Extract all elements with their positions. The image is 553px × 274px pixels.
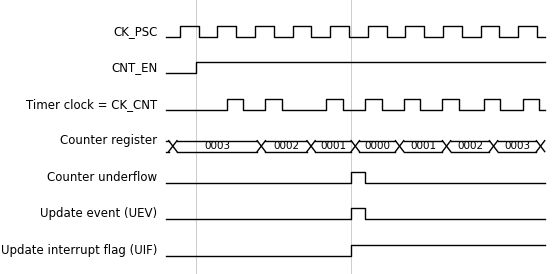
Text: Update event (UEV): Update event (UEV): [40, 207, 158, 220]
Text: Timer clock = CK_CNT: Timer clock = CK_CNT: [27, 98, 158, 111]
Text: 0002: 0002: [273, 141, 299, 151]
Text: CNT_EN: CNT_EN: [111, 61, 158, 74]
Text: 0001: 0001: [320, 141, 346, 151]
Text: 0001: 0001: [410, 141, 436, 151]
Text: Update interrupt flag (UIF): Update interrupt flag (UIF): [1, 244, 158, 257]
Text: 0003: 0003: [504, 141, 530, 151]
Text: 0002: 0002: [457, 141, 483, 151]
Text: Counter underflow: Counter underflow: [48, 171, 158, 184]
Text: Counter register: Counter register: [60, 134, 158, 147]
Text: 0003: 0003: [204, 141, 230, 151]
Text: 0000: 0000: [364, 141, 390, 151]
Text: CK_PSC: CK_PSC: [113, 25, 158, 38]
